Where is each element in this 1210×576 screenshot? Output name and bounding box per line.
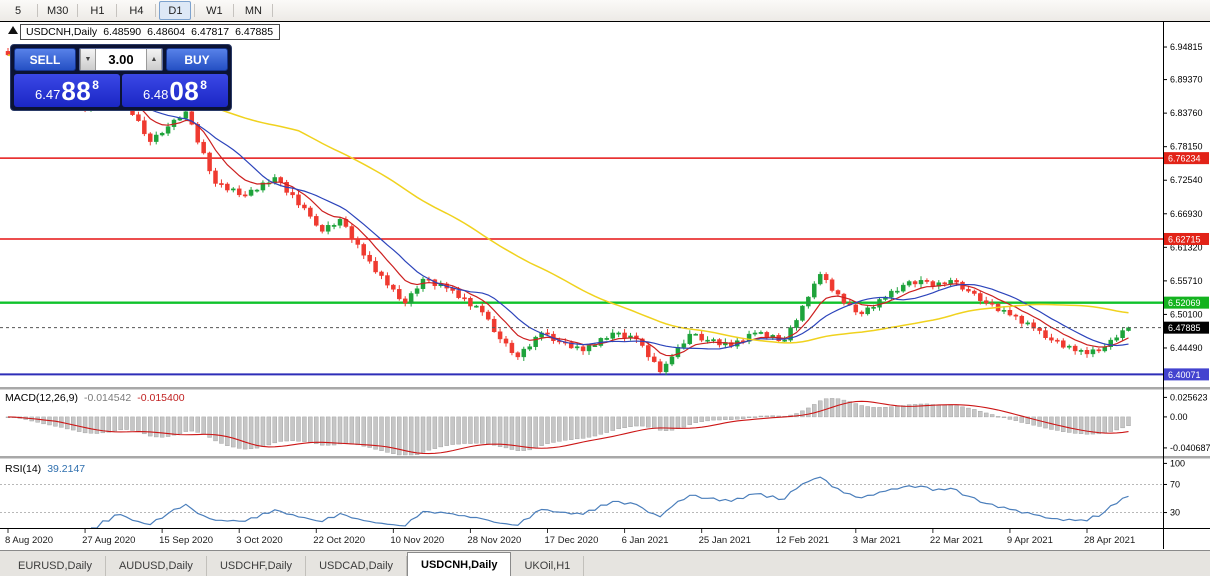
toolbar-separator	[155, 4, 157, 17]
svg-text:6.72540: 6.72540	[1170, 175, 1203, 185]
svg-text:28 Apr 2021: 28 Apr 2021	[1084, 535, 1135, 546]
bid-price-pips: 88	[61, 75, 92, 106]
svg-text:100: 100	[1170, 458, 1185, 468]
chart-tab-usdchf-daily[interactable]: USDCHF,Daily	[207, 556, 307, 576]
svg-text:10 Nov 2020: 10 Nov 2020	[390, 535, 444, 546]
svg-text:6 Jan 2021: 6 Jan 2021	[622, 535, 669, 546]
toolbar-separator	[194, 4, 196, 17]
timeframe-button-H1[interactable]: H1	[90, 4, 105, 17]
macd-indicator-label: MACD(12,26,9) -0.014542 -0.015400	[5, 392, 185, 404]
svg-text:6.62715: 6.62715	[1168, 234, 1201, 244]
rsi-indicator-label: RSI(14) 39.2147	[5, 463, 85, 475]
svg-text:6.66930: 6.66930	[1170, 209, 1203, 219]
rsi-value: 39.2147	[47, 463, 86, 475]
svg-text:70: 70	[1170, 479, 1180, 489]
svg-text:28 Nov 2020: 28 Nov 2020	[467, 535, 521, 546]
chart-tab-audusd-daily[interactable]: AUDUSD,Daily	[106, 556, 207, 576]
svg-text:6.47885: 6.47885	[1168, 323, 1201, 333]
svg-text:6.78150: 6.78150	[1170, 142, 1203, 152]
svg-text:30: 30	[1170, 508, 1180, 518]
svg-text:6.52069: 6.52069	[1168, 298, 1201, 308]
svg-text:3 Oct 2020: 3 Oct 2020	[236, 535, 282, 546]
volume-control: ▼ ▲	[79, 48, 163, 71]
svg-text:12 Feb 2021: 12 Feb 2021	[776, 535, 829, 546]
chart-tab-ukoil-h1[interactable]: UKOil,H1	[511, 556, 585, 576]
toolbar-separator	[77, 4, 79, 17]
ask-price-frac: 8	[200, 77, 207, 92]
ask-price-display: 6.48 08 8	[122, 74, 228, 107]
macd-name: MACD(12,26,9)	[5, 392, 78, 404]
chart-shift-marker-icon	[8, 26, 18, 34]
volume-input[interactable]	[96, 49, 146, 70]
svg-text:0.025623: 0.025623	[1170, 392, 1208, 402]
svg-text:15 Sep 2020: 15 Sep 2020	[159, 535, 213, 546]
svg-text:0.00: 0.00	[1170, 412, 1188, 422]
svg-text:6.76234: 6.76234	[1168, 154, 1201, 164]
svg-text:6.89370: 6.89370	[1170, 75, 1203, 85]
sell-button[interactable]: SELL	[14, 48, 76, 71]
svg-text:6.50100: 6.50100	[1170, 309, 1203, 319]
toolbar-separator	[233, 4, 235, 17]
timeframe-button-H4[interactable]: H4	[129, 4, 144, 17]
svg-text:3 Mar 2021: 3 Mar 2021	[853, 535, 901, 546]
one-click-trading-panel: SELL ▼ ▲ BUY 6.47 88 8 6.48 08 8	[10, 44, 232, 111]
svg-text:22 Oct 2020: 22 Oct 2020	[313, 535, 365, 546]
chart-frame	[0, 21, 1210, 549]
svg-text:25 Jan 2021: 25 Jan 2021	[699, 535, 751, 546]
svg-text:6.61320: 6.61320	[1170, 242, 1203, 252]
svg-text:17 Dec 2020: 17 Dec 2020	[545, 535, 599, 546]
panel-separators[interactable]	[0, 387, 1210, 459]
toolbar-separator	[272, 4, 274, 17]
toolbar-separator	[116, 4, 118, 17]
bid-price-display: 6.47 88 8	[14, 74, 120, 107]
chart-tab-usdcad-daily[interactable]: USDCAD,Daily	[306, 556, 408, 576]
timeframe-button-5[interactable]: 5	[14, 4, 22, 17]
chart-tab-usdcnh-daily[interactable]: USDCNH,Daily	[407, 552, 512, 576]
volume-decrease-button[interactable]: ▼	[80, 49, 96, 70]
toolbar-separator	[37, 4, 38, 17]
svg-text:6.55710: 6.55710	[1170, 276, 1203, 286]
bid-price-prefix: 6.47	[35, 87, 61, 102]
timeframe-toolbar: 5 M30 H1 H4 D1 W1 MN	[0, 0, 1210, 21]
time-axis[interactable]: 8 Aug 2020 27 Aug 2020 15 Sep 2020 3 Oct 20…	[0, 528, 1210, 547]
svg-text:6.94815: 6.94815	[1170, 42, 1203, 52]
svg-text:6.83760: 6.83760	[1170, 108, 1203, 118]
rsi-name: RSI(14)	[5, 463, 42, 475]
ask-price-prefix: 6.48	[143, 87, 169, 102]
chart-tab-bar: EURUSD,Daily AUDUSD,Daily USDCHF,Daily USDC…	[0, 550, 1210, 576]
bid-price-frac: 8	[92, 77, 99, 92]
candles-layer[interactable]	[5, 47, 1131, 376]
price-axis[interactable]: 6.94815 6.89370 6.83760 6.78150 6.72540 6.669…	[1164, 22, 1210, 549]
chart-title-box: USDCNH,Daily 6.48590 6.48604 6.47817 6.4…	[20, 24, 281, 40]
macd-signal-value: -0.015400	[137, 392, 185, 404]
chart-title-close: 6.47885	[235, 26, 274, 38]
chart-tab-eurusd-daily[interactable]: EURUSD,Daily	[5, 556, 106, 576]
svg-text:6.44490: 6.44490	[1170, 343, 1203, 353]
svg-text:-0.040687: -0.040687	[1170, 443, 1210, 453]
ask-price-pips: 08	[169, 75, 200, 106]
chart-title-symbol: USDCNH,Daily	[26, 26, 98, 38]
svg-text:9 Apr 2021: 9 Apr 2021	[1007, 535, 1053, 546]
macd-main-value: -0.014542	[83, 392, 132, 404]
rsi-panel	[0, 476, 1163, 529]
macd-panel	[5, 398, 1131, 456]
svg-text:8 Aug 2020: 8 Aug 2020	[5, 535, 53, 546]
chart-title-low: 6.47817	[191, 26, 230, 38]
buy-button[interactable]: BUY	[166, 48, 228, 71]
timeframe-button-D1[interactable]: D1	[159, 1, 192, 20]
svg-text:22 Mar 2021: 22 Mar 2021	[930, 535, 983, 546]
svg-text:6.40071: 6.40071	[1168, 370, 1201, 380]
timeframe-button-M30[interactable]: M30	[47, 4, 69, 17]
chart-title-open: 6.48590	[103, 26, 142, 38]
chart-title-high: 6.48604	[147, 26, 186, 38]
svg-text:27 Aug 2020: 27 Aug 2020	[82, 535, 135, 546]
timeframe-button-MN[interactable]: MN	[244, 4, 262, 17]
volume-increase-button[interactable]: ▲	[146, 49, 162, 70]
timeframe-button-W1[interactable]: W1	[206, 4, 223, 17]
horizontal-level-lines[interactable]	[0, 157, 1163, 376]
